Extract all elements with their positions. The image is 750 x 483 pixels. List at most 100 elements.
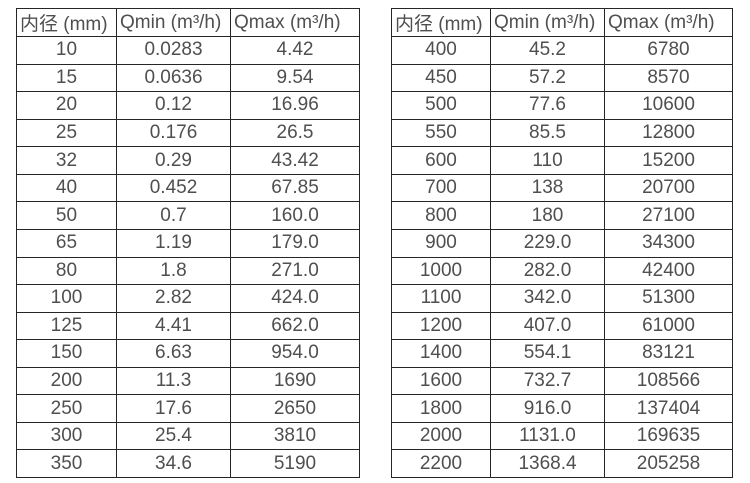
table-row: 10 0.0283 4.42 bbox=[16, 36, 360, 65]
diameter-cell: 50 bbox=[16, 201, 117, 230]
diameter-cell: 1400 bbox=[391, 339, 491, 368]
qmax-cell: 51300 bbox=[604, 284, 733, 313]
table-row: 32 0.29 43.42 bbox=[16, 146, 360, 175]
qmin-cell: 1368.4 bbox=[490, 449, 605, 478]
qmin-cell: 85.5 bbox=[490, 118, 605, 148]
qmax-cell: 160.0 bbox=[230, 201, 360, 230]
qmax-cell: 8570 bbox=[604, 63, 733, 93]
diameter-cell: 800 bbox=[391, 201, 491, 230]
diameter-cell: 550 bbox=[391, 118, 491, 148]
diameter-cell: 40 bbox=[16, 173, 117, 203]
table-row: 25 0.176 26.5 bbox=[16, 118, 360, 148]
qmax-cell: 2650 bbox=[230, 394, 360, 423]
table-row: 350 34.6 5190 bbox=[16, 449, 360, 478]
table-row: 80 1.8 271.0 bbox=[16, 256, 360, 286]
qmin-cell: 6.63 bbox=[116, 339, 231, 368]
diameter-cell: 250 bbox=[16, 394, 117, 423]
qmax-cell: 61000 bbox=[604, 311, 733, 341]
table-row: 200 11.3 1690 bbox=[16, 366, 360, 396]
diameter-cell: 1600 bbox=[391, 366, 491, 396]
qmin-cell: 0.7 bbox=[116, 201, 231, 230]
diameter-cell: 32 bbox=[16, 146, 117, 175]
qmin-cell: 554.1 bbox=[490, 339, 605, 368]
table-row: 300 25.4 3810 bbox=[16, 421, 360, 451]
qmin-cell: 34.6 bbox=[116, 449, 231, 478]
qmax-cell: 26.5 bbox=[230, 118, 360, 148]
table-row: 150 6.63 954.0 bbox=[16, 339, 360, 368]
diameter-cell: 600 bbox=[391, 146, 491, 175]
diameter-cell: 1200 bbox=[391, 311, 491, 341]
qmin-cell: 4.41 bbox=[116, 311, 231, 341]
table-row: 1600 732.7 108566 bbox=[391, 366, 733, 396]
diameter-cell: 350 bbox=[16, 449, 117, 478]
table-row: 20 0.12 16.96 bbox=[16, 91, 360, 120]
qmin-cell: 1.8 bbox=[116, 256, 231, 286]
table-row: 40 0.452 67.85 bbox=[16, 173, 360, 203]
diameter-cell: 400 bbox=[391, 36, 491, 65]
qmax-cell: 205258 bbox=[604, 449, 733, 478]
table-body-left: 10 0.0283 4.42 15 0.0636 9.54 20 0.12 16… bbox=[16, 36, 360, 478]
qmin-cell: 110 bbox=[490, 146, 605, 175]
qmin-cell: 916.0 bbox=[490, 394, 605, 423]
table-header-right: 内径 (mm) Qmin (m³/h) Qmax (m³/h) bbox=[391, 8, 733, 37]
qmin-cell: 180 bbox=[490, 201, 605, 230]
qmax-cell: 15200 bbox=[604, 146, 733, 175]
qmax-cell: 12800 bbox=[604, 118, 733, 148]
qmax-cell: 1690 bbox=[230, 366, 360, 396]
table-row: 500 77.6 10600 bbox=[391, 91, 733, 120]
qmin-cell: 282.0 bbox=[490, 256, 605, 286]
qmin-cell: 138 bbox=[490, 173, 605, 203]
header-row: 内径 (mm) Qmin (m³/h) Qmax (m³/h) bbox=[16, 8, 360, 37]
table-row: 15 0.0636 9.54 bbox=[16, 63, 360, 93]
qmax-cell: 34300 bbox=[604, 228, 733, 258]
diameter-cell: 10 bbox=[16, 36, 117, 65]
table-row: 550 85.5 12800 bbox=[391, 118, 733, 148]
diameter-cell: 900 bbox=[391, 228, 491, 258]
table-row: 1400 554.1 83121 bbox=[391, 339, 733, 368]
qmin-cell: 0.0283 bbox=[116, 36, 231, 65]
diameter-cell: 200 bbox=[16, 366, 117, 396]
table-row: 450 57.2 8570 bbox=[391, 63, 733, 93]
qmin-cell: 0.452 bbox=[116, 173, 231, 203]
qmax-cell: 43.42 bbox=[230, 146, 360, 175]
table-row: 2200 1368.4 205258 bbox=[391, 449, 733, 478]
diameter-cell: 300 bbox=[16, 421, 117, 451]
qmin-cell: 0.29 bbox=[116, 146, 231, 175]
qmin-cell: 17.6 bbox=[116, 394, 231, 423]
diameter-cell: 15 bbox=[16, 63, 117, 93]
qmax-cell: 16.96 bbox=[230, 91, 360, 120]
table-row: 2000 1131.0 169635 bbox=[391, 421, 733, 451]
table-row: 100 2.82 424.0 bbox=[16, 284, 360, 313]
qmin-cell: 25.4 bbox=[116, 421, 231, 451]
qmax-cell: 67.85 bbox=[230, 173, 360, 203]
qmax-cell: 27100 bbox=[604, 201, 733, 230]
qmax-cell: 179.0 bbox=[230, 228, 360, 258]
qmax-cell: 6780 bbox=[604, 36, 733, 65]
diameter-cell: 1100 bbox=[391, 284, 491, 313]
table-row: 400 45.2 6780 bbox=[391, 36, 733, 65]
qmin-cell: 11.3 bbox=[116, 366, 231, 396]
diameter-cell: 25 bbox=[16, 118, 117, 148]
qmax-header: Qmax (m³/h) bbox=[230, 8, 360, 37]
table-header-left: 内径 (mm) Qmin (m³/h) Qmax (m³/h) bbox=[16, 8, 360, 37]
table-row: 1100 342.0 51300 bbox=[391, 284, 733, 313]
flow-table-right: 内径 (mm) Qmin (m³/h) Qmax (m³/h) 400 45.2… bbox=[391, 8, 733, 478]
qmin-header: Qmin (m³/h) bbox=[490, 8, 605, 37]
qmax-cell: 10600 bbox=[604, 91, 733, 120]
table-row: 50 0.7 160.0 bbox=[16, 201, 360, 230]
qmax-cell: 424.0 bbox=[230, 284, 360, 313]
qmax-cell: 108566 bbox=[604, 366, 733, 396]
qmin-cell: 45.2 bbox=[490, 36, 605, 65]
qmin-cell: 0.176 bbox=[116, 118, 231, 148]
qmax-cell: 9.54 bbox=[230, 63, 360, 93]
diameter-cell: 700 bbox=[391, 173, 491, 203]
table-row: 900 229.0 34300 bbox=[391, 228, 733, 258]
diameter-cell: 150 bbox=[16, 339, 117, 368]
qmin-cell: 2.82 bbox=[116, 284, 231, 313]
diameter-cell: 500 bbox=[391, 91, 491, 120]
diameter-header: 内径 (mm) bbox=[16, 8, 117, 37]
qmax-header: Qmax (m³/h) bbox=[604, 8, 733, 37]
table-row: 65 1.19 179.0 bbox=[16, 228, 360, 258]
diameter-cell: 2000 bbox=[391, 421, 491, 451]
